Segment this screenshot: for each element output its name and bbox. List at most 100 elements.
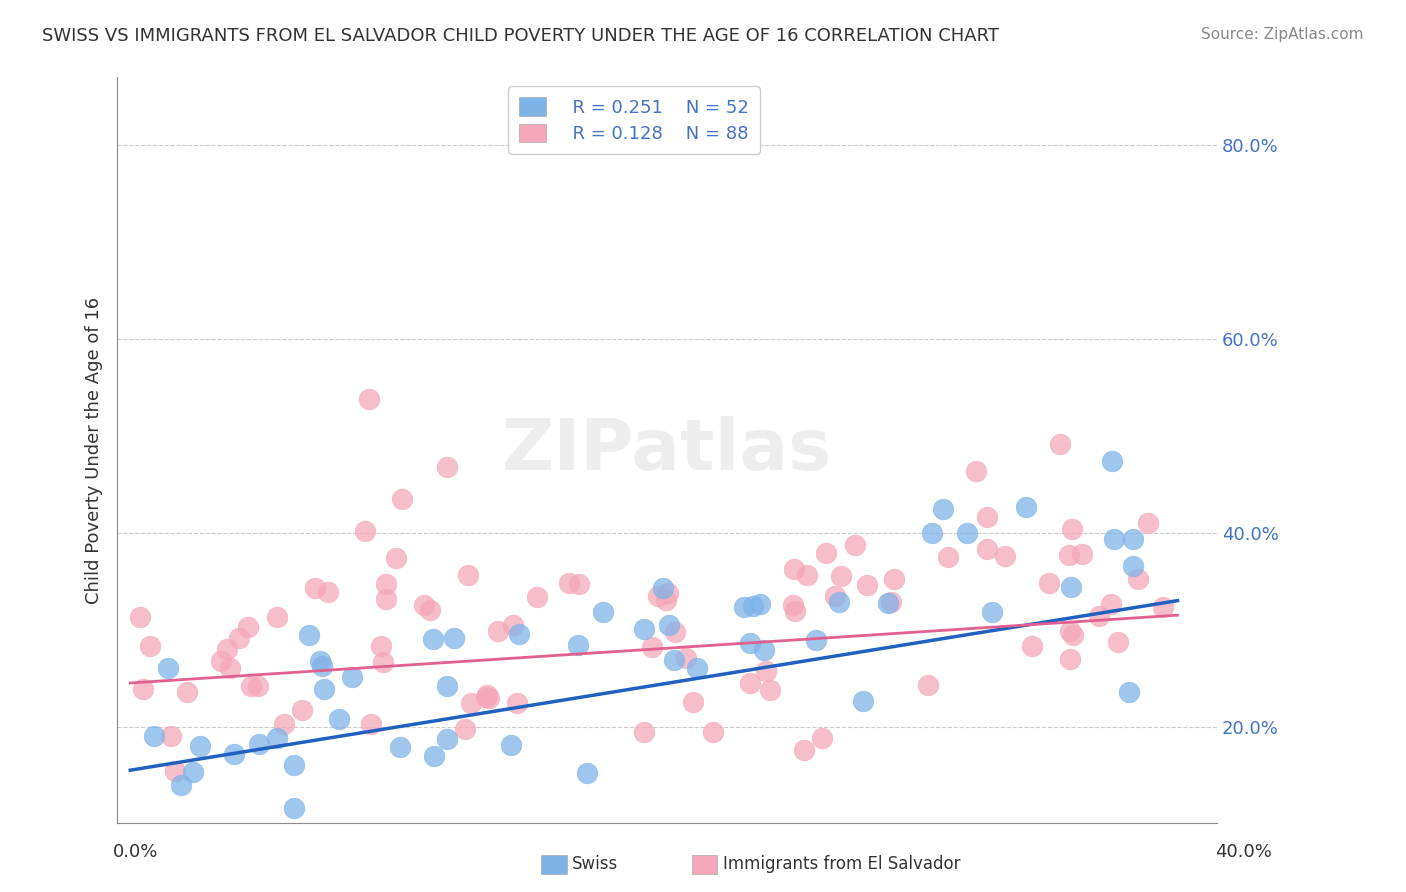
- Point: [474, 690, 496, 705]
- Legend:   R = 0.251    N = 52,   R = 0.128    N = 88: R = 0.251 N = 52, R = 0.128 N = 88: [509, 87, 759, 154]
- Point: [413, 598, 436, 612]
- Point: [956, 526, 979, 541]
- Point: [917, 678, 939, 692]
- Point: [782, 598, 804, 612]
- Point: [304, 581, 326, 595]
- Text: ZIPatlas: ZIPatlas: [502, 416, 832, 485]
- Point: [506, 696, 529, 710]
- Point: [682, 695, 704, 709]
- Point: [266, 610, 288, 624]
- Point: [385, 550, 408, 565]
- Point: [702, 724, 724, 739]
- Point: [752, 643, 775, 657]
- Point: [828, 595, 851, 609]
- Y-axis label: Child Poverty Under the Age of 16: Child Poverty Under the Age of 16: [86, 297, 103, 604]
- Point: [740, 636, 762, 650]
- Point: [526, 591, 548, 605]
- Point: [436, 460, 458, 475]
- Point: [359, 392, 381, 407]
- Point: [965, 464, 987, 478]
- Point: [508, 627, 530, 641]
- Point: [374, 576, 396, 591]
- Point: [454, 722, 477, 736]
- Point: [1118, 685, 1140, 699]
- Point: [131, 682, 153, 697]
- Point: [391, 492, 413, 507]
- Point: [170, 778, 193, 792]
- Point: [143, 729, 166, 743]
- Point: [641, 640, 664, 655]
- Point: [1057, 548, 1080, 562]
- Point: [298, 627, 321, 641]
- Point: [228, 631, 250, 645]
- Point: [856, 577, 879, 591]
- Point: [240, 679, 263, 693]
- Point: [129, 610, 152, 624]
- Point: [824, 590, 846, 604]
- Point: [1049, 436, 1071, 450]
- Point: [575, 766, 598, 780]
- Point: [664, 625, 686, 640]
- Point: [980, 606, 1002, 620]
- Point: [880, 595, 903, 609]
- Point: [478, 691, 501, 706]
- Point: [742, 599, 765, 614]
- Point: [883, 572, 905, 586]
- Point: [783, 562, 806, 576]
- Point: [312, 681, 335, 696]
- Point: [936, 549, 959, 564]
- Point: [423, 749, 446, 764]
- Point: [748, 597, 770, 611]
- Point: [419, 603, 441, 617]
- Point: [1137, 516, 1160, 530]
- Point: [1059, 624, 1081, 638]
- Point: [1060, 580, 1083, 594]
- Point: [814, 546, 837, 560]
- Point: [222, 747, 245, 761]
- Point: [311, 658, 333, 673]
- Point: [247, 679, 270, 693]
- Point: [1038, 576, 1060, 591]
- Point: [499, 738, 522, 752]
- Point: [486, 624, 509, 638]
- Text: Immigrants from El Salvador: Immigrants from El Salvador: [723, 855, 960, 873]
- Text: Source: ZipAtlas.com: Source: ZipAtlas.com: [1201, 27, 1364, 42]
- Point: [247, 737, 270, 751]
- Point: [273, 717, 295, 731]
- Point: [733, 600, 755, 615]
- Point: [457, 568, 479, 582]
- Point: [370, 639, 392, 653]
- Point: [755, 664, 778, 678]
- Text: Swiss: Swiss: [572, 855, 619, 873]
- Point: [219, 661, 242, 675]
- Point: [309, 654, 332, 668]
- Point: [921, 525, 943, 540]
- Point: [360, 716, 382, 731]
- Point: [1102, 532, 1125, 546]
- Point: [1063, 627, 1085, 641]
- Point: [1122, 532, 1144, 546]
- Point: [181, 764, 204, 779]
- Point: [436, 731, 458, 746]
- Point: [830, 568, 852, 582]
- Point: [852, 694, 875, 708]
- Point: [165, 764, 187, 778]
- Point: [1122, 558, 1144, 573]
- Point: [436, 680, 458, 694]
- Point: [633, 622, 655, 636]
- Point: [976, 542, 998, 557]
- Point: [460, 696, 482, 710]
- Point: [502, 618, 524, 632]
- Point: [139, 639, 162, 653]
- Point: [1059, 652, 1081, 666]
- Point: [388, 739, 411, 754]
- Point: [374, 592, 396, 607]
- Point: [633, 725, 655, 739]
- Point: [422, 632, 444, 647]
- Point: [877, 596, 900, 610]
- Point: [373, 655, 395, 669]
- Point: [1088, 609, 1111, 624]
- Point: [1128, 572, 1150, 586]
- Point: [236, 620, 259, 634]
- Point: [796, 568, 818, 582]
